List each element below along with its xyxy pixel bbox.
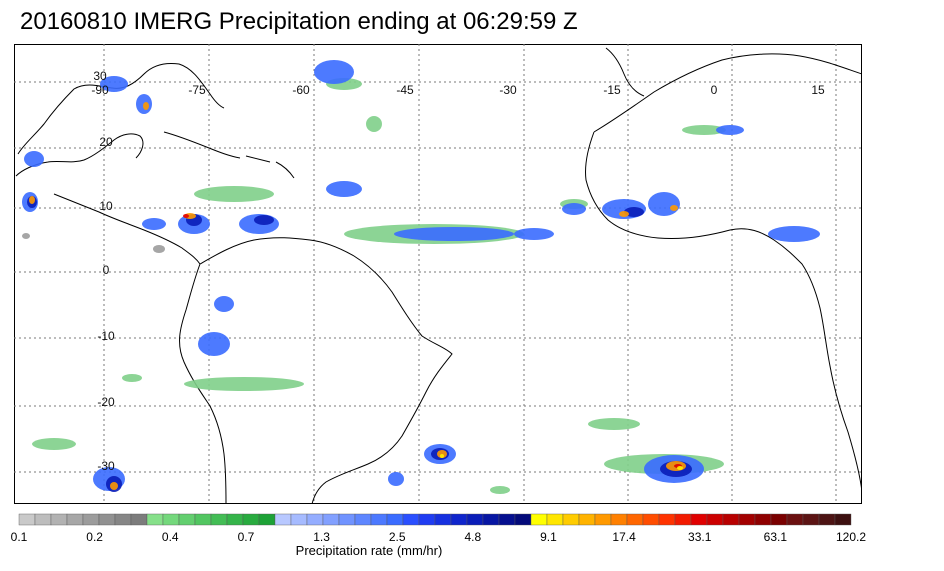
colorbar-swatch [66,513,84,526]
precipitation-map: -90 -75 -60 -45 -30 -15 0 15 30 20 10 0 … [14,44,862,504]
lat-label: -10 [97,329,115,343]
colorbar-swatch [802,513,820,526]
colorbar-tick-label: 0.4 [161,530,179,544]
colorbar [18,513,852,526]
colorbar-swatch [450,513,468,526]
colorbar-swatch [306,513,324,526]
precipitation-field [22,60,820,494]
colorbar-swatch [722,513,740,526]
graticule [14,44,862,504]
colorbar-swatch [178,513,196,526]
lat-label: 20 [99,135,113,149]
colorbar-swatch [162,513,180,526]
colorbar-tick-label: 0.1 [10,530,28,544]
lat-label: 30 [93,69,107,83]
lon-label: -30 [499,83,517,97]
colorbar-swatch [594,513,612,526]
colorbar-swatch [82,513,100,526]
lon-label: -45 [396,83,414,97]
colorbar-swatch [754,513,772,526]
colorbar-swatch [290,513,308,526]
colorbar-swatch [434,513,452,526]
colorbar-swatch [786,513,804,526]
colorbar-swatch [610,513,628,526]
lat-label: -20 [97,395,115,409]
colorbar-swatch [210,513,228,526]
colorbar-swatch [114,513,132,526]
colorbar-swatch [146,513,164,526]
colorbar-swatch [194,513,212,526]
colorbar-tick-label: 4.8 [464,530,482,544]
colorbar-swatch [642,513,660,526]
precip-trace [22,233,165,253]
colorbar-swatch [578,513,596,526]
colorbar-swatch [626,513,644,526]
colorbar-swatch [498,513,516,526]
colorbar-title: Precipitation rate (mm/hr) [295,543,443,558]
colorbar-swatch [402,513,420,526]
lon-label: -15 [603,83,621,97]
colorbar-swatch [18,513,36,526]
lat-label: -30 [97,459,115,473]
colorbar-swatch [418,513,436,526]
colorbar-swatch [226,513,244,526]
colorbar-swatch [466,513,484,526]
lon-label: -90 [91,83,109,97]
latitude-labels: 30 20 10 0 -10 -20 -30 [93,69,115,473]
colorbar-swatch [514,513,532,526]
colorbar-tick-label: 33.1 [688,530,712,544]
colorbar-tick-label: 17.4 [612,530,636,544]
colorbar-swatch [322,513,340,526]
colorbar-tick-label: 9.1 [540,530,557,544]
colorbar-swatch [50,513,68,526]
colorbar-swatch [690,513,708,526]
colorbar-swatch [706,513,724,526]
colorbar-tick-label: 0.7 [237,530,255,544]
longitude-labels: -90 -75 -60 -45 -30 -15 0 15 [91,83,825,97]
lon-label: -75 [188,83,206,97]
colorbar-tick-label: 63.1 [763,530,788,544]
colorbar-swatch [130,513,148,526]
colorbar-swatch [482,513,500,526]
lat-label: 0 [103,263,110,277]
lon-label: 15 [811,83,825,97]
map-frame [14,44,862,504]
colorbar-swatch [546,513,564,526]
colorbar-swatch [98,513,116,526]
map-canvas: -90 -75 -60 -45 -30 -15 0 15 30 20 10 0 … [14,44,862,504]
precip-yellow [440,454,683,470]
colorbar-tick-label: 1.3 [313,530,330,544]
colorbar-swatch [354,513,372,526]
colorbar-swatch [34,513,52,526]
colorbar-swatch [242,513,260,526]
colorbar-tick-label: 0.2 [86,530,103,544]
colorbar-swatch [818,513,836,526]
colorbar-swatch [274,513,292,526]
map-title: 20160810 IMERG Precipitation ending at 0… [20,8,578,35]
lat-label: 10 [99,199,113,213]
colorbar-swatch [370,513,388,526]
colorbar-swatch [530,513,548,526]
lon-label: -60 [292,83,310,97]
colorbar-swatch [338,513,356,526]
colorbar-swatch [674,513,692,526]
colorbar-swatch [770,513,788,526]
colorbar-swatch [562,513,580,526]
colorbar-tick-label: 2.5 [388,530,406,544]
colorbar-swatch [386,513,404,526]
colorbar-swatch [258,513,276,526]
colorbar-swatch [658,513,676,526]
colorbar-tick-label: 120.2 [835,530,867,544]
lon-label: 0 [711,83,718,97]
colorbar-swatch [738,513,756,526]
colorbar-swatch [834,513,852,526]
